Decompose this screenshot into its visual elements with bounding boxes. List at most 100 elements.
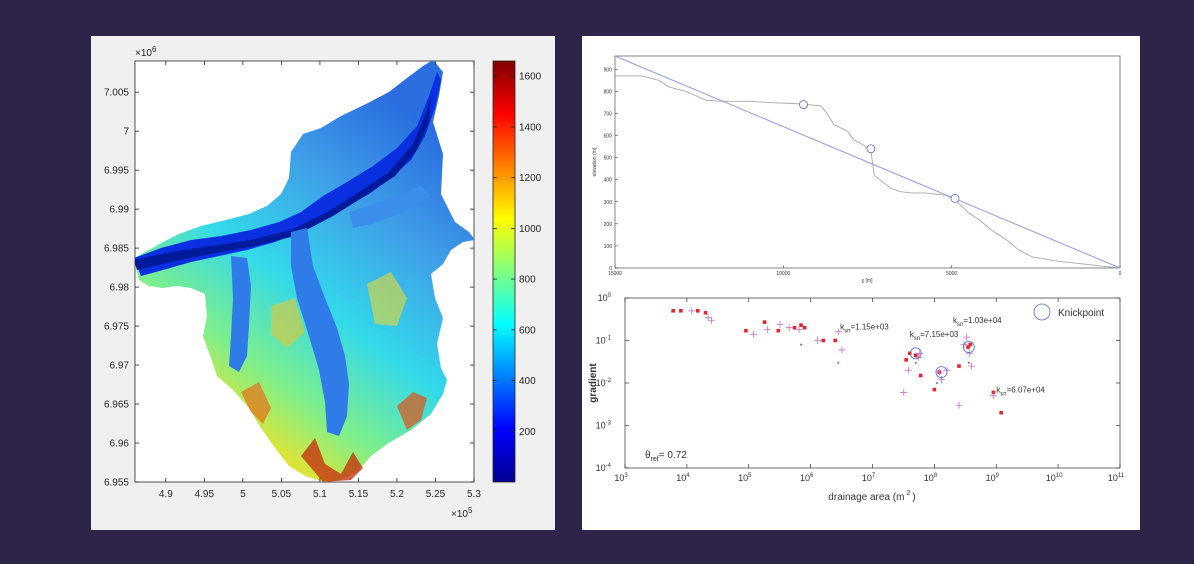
gradient-point-square bbox=[821, 338, 826, 343]
map-x-tick-label: 4.95 bbox=[195, 489, 215, 500]
chi-y-tick-label: 500 bbox=[604, 156, 613, 162]
highland-peaks-south bbox=[301, 438, 363, 482]
gradient-point-dot bbox=[935, 382, 938, 384]
gradient-x-tick-exponent: 8 bbox=[934, 473, 938, 479]
map-x-tick-label: 4.9 bbox=[159, 489, 173, 500]
colorbar-tick-label: 600 bbox=[519, 325, 536, 336]
colorbar bbox=[492, 60, 516, 483]
gradient-point-dot bbox=[837, 361, 840, 364]
gradient-point-square bbox=[802, 325, 807, 330]
gradient-point-square bbox=[744, 328, 748, 333]
ksn-label: ksn=6.07e+04 bbox=[996, 385, 1045, 397]
chi-x-axis-label: χ [m] bbox=[862, 278, 874, 284]
gradient-x-tick-exponent: 11 bbox=[1118, 473, 1125, 479]
gradient-x-tick-label: 105 bbox=[738, 473, 752, 483]
gradient-point-plus bbox=[935, 368, 943, 376]
gradient-x-tick-exponent: 3 bbox=[624, 473, 628, 479]
gradient-point-plus bbox=[834, 328, 842, 336]
theta-ref-annotation: θref= 0.72 bbox=[645, 450, 687, 463]
gradient-y-tick-exponent: -4 bbox=[606, 463, 612, 469]
colorbar-tick-label: 1200 bbox=[519, 173, 542, 184]
gradient-y-tick-label: 10-4 bbox=[596, 463, 612, 473]
gradient-point-square bbox=[904, 358, 908, 362]
chi-y-tick-label: 400 bbox=[604, 178, 613, 184]
map-x-tick-label: 5.05 bbox=[272, 489, 292, 500]
gradient-point-square bbox=[762, 320, 767, 324]
map-x-tick-label: 5.1 bbox=[313, 489, 327, 500]
gradient-x-tick-exponent: 5 bbox=[748, 473, 752, 479]
gradient-point-square bbox=[671, 308, 675, 313]
gradient-y-tick-label: 10-3 bbox=[596, 421, 612, 431]
gradient-y-tick-exponent: -3 bbox=[606, 421, 612, 427]
legend: Knickpoint bbox=[1033, 303, 1104, 321]
gradient-point-square bbox=[999, 410, 1003, 415]
map-y-exponent-label: ×106 bbox=[135, 45, 157, 59]
gradient-x-tick-exponent: 9 bbox=[996, 473, 1000, 479]
chi-knickpoint-marker bbox=[866, 144, 876, 154]
gradient-point-plus bbox=[838, 346, 846, 354]
gradient-points bbox=[671, 307, 1003, 415]
ksn-value: =1.15e+03 bbox=[850, 323, 889, 332]
map-x-tick-label: 5.2 bbox=[390, 489, 404, 500]
map-y-tick-label: 6.99 bbox=[110, 205, 130, 216]
chi-y-tick-label: 100 bbox=[604, 244, 613, 250]
ksn-labels: ksn=1.15e+03 ksn=7.15e+03 ksn=1.03e+04 ksn=… bbox=[840, 316, 1045, 398]
terrain-raster bbox=[135, 61, 474, 482]
side-valley-east bbox=[349, 186, 431, 228]
chi-regression-line bbox=[614, 55, 1121, 269]
map-x-ticks: 4.9 4.95 5 5.05 5.1 5.15 5.2 5.25 5.3 bbox=[159, 61, 481, 500]
gradient-point-plus bbox=[914, 353, 922, 361]
gradient-point-plus bbox=[955, 401, 963, 409]
gradient-point-square bbox=[932, 387, 937, 392]
gradient-point-plus bbox=[707, 316, 715, 324]
gradient-x-tick-exponent: 6 bbox=[810, 473, 814, 479]
map-y-tick-label: 6.985 bbox=[104, 244, 129, 255]
gradient-point-plus bbox=[904, 366, 912, 374]
ksn-value: =6.07e+04 bbox=[1007, 385, 1046, 394]
gradient-point-dot bbox=[914, 361, 917, 364]
map-y-ticks: 7.005 7 6.995 6.99 6.985 6.98 6.975 6.97 6.965 6.… bbox=[104, 88, 474, 489]
elevation-map-panel: 4.9 4.95 5 5.05 5.1 5.15 5.2 5.25 5.3 7.005 7 6.99… bbox=[91, 36, 555, 530]
chi-analysis-panel: 15000 10000 5000 0 0 100 200 300 400 500 600 700 800… bbox=[582, 36, 1140, 530]
gradient-point-plus bbox=[962, 333, 970, 341]
gradient-point-square bbox=[703, 310, 708, 315]
colorbar-tick-label: 1000 bbox=[519, 224, 542, 235]
chi-y-tick-label: 300 bbox=[604, 200, 613, 206]
colorbar-tick-label: 800 bbox=[519, 275, 536, 286]
gradient-point-square bbox=[913, 353, 918, 358]
gradient-y-tick-label: 100 bbox=[598, 293, 612, 303]
map-x-tick-label: 5.15 bbox=[349, 489, 369, 500]
colorbar-ticks: 200 400 600 800 1000 1200 1400 1600 bbox=[493, 72, 542, 438]
gradient-point-square bbox=[776, 328, 781, 333]
gradient-x-tick-label: 104 bbox=[676, 473, 690, 483]
map-y-tick-label: 7.005 bbox=[104, 88, 129, 99]
chi-y-axis-label: elevation (m) bbox=[592, 147, 598, 176]
chi-x-tick-label: 10000 bbox=[776, 271, 790, 277]
map-y-tick-label: 6.97 bbox=[110, 361, 130, 372]
gradient-y-tick-exponent: 0 bbox=[608, 293, 612, 299]
gradient-knickpoint-marker bbox=[909, 347, 922, 360]
gradient-y-tick-exponent: -2 bbox=[606, 378, 612, 384]
elevation-map-svg: 4.9 4.95 5 5.05 5.1 5.15 5.2 5.25 5.3 7.005 7 6.99… bbox=[104, 45, 542, 520]
gradient-point-square bbox=[679, 308, 683, 313]
highland-peaks-east bbox=[397, 392, 427, 430]
gradient-ticks: 103 104 105 106 107 108 109 1010 101110010-110-2… bbox=[596, 293, 1125, 483]
map-y-tick-label: 6.955 bbox=[104, 478, 129, 489]
gradient-x-tick-exponent: 7 bbox=[872, 473, 876, 479]
gradient-y-tick-exponent: -1 bbox=[606, 336, 612, 342]
gradient-point-square bbox=[907, 351, 912, 356]
map-y-tick-label: 6.98 bbox=[110, 283, 130, 294]
chi-knickpoint-marker bbox=[950, 194, 960, 203]
chi-y-tick-label: 900 bbox=[604, 67, 613, 73]
chi-y-tick-label: 600 bbox=[604, 134, 613, 140]
gradient-point-plus bbox=[688, 307, 696, 315]
gradient-point-plus bbox=[900, 388, 908, 396]
gradient-point-square bbox=[695, 308, 700, 313]
ksn-value: =7.15e+03 bbox=[920, 330, 959, 339]
chi-ticks: 15000 10000 5000 0 0 100 200 300 400 500 600 700 800… bbox=[604, 67, 1122, 277]
gradient-x-tick-label: 106 bbox=[800, 473, 814, 483]
gradient-point-square bbox=[918, 373, 923, 378]
side-valley-central bbox=[291, 228, 349, 436]
gradient-point-square bbox=[799, 323, 803, 327]
gradient-knickpoints bbox=[909, 341, 975, 379]
